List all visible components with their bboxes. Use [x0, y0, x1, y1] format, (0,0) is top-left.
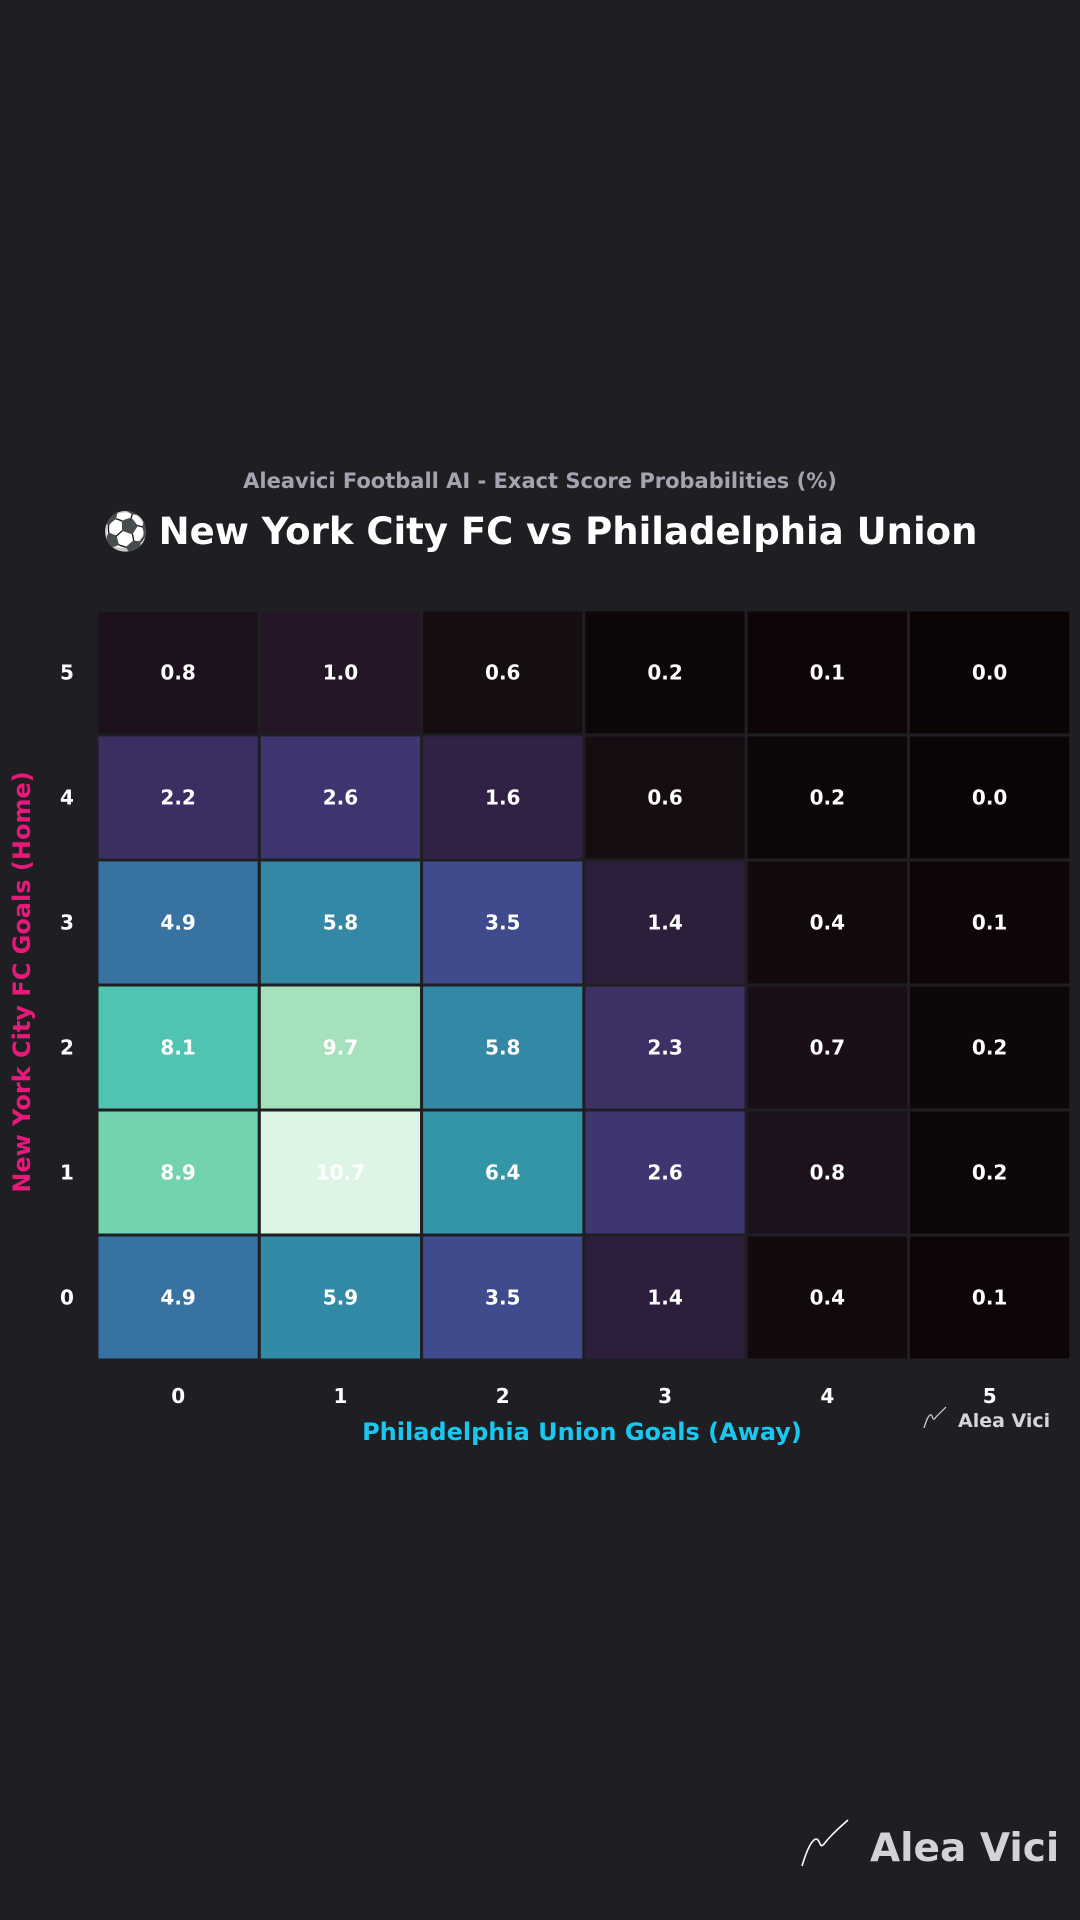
- heatmap-cell: [907, 858, 1073, 987]
- heatmap-cell: [907, 608, 1073, 737]
- cell-value-label: 4.9: [160, 1286, 195, 1310]
- heatmap-cell: [95, 858, 261, 987]
- cell-value-label: 1.0: [323, 661, 358, 685]
- heatmap-cell: [420, 1233, 586, 1362]
- cell-value-label: 0.1: [972, 911, 1007, 935]
- y-tick-label: 3: [60, 911, 74, 935]
- cell-value-label: 0.2: [972, 1161, 1007, 1185]
- heatmap-cell: [95, 983, 261, 1112]
- cell-value-label: 0.4: [810, 1286, 845, 1310]
- cell-value-label: 0.1: [810, 661, 845, 685]
- cell-value-label: 1.4: [647, 1286, 682, 1310]
- chart-title: ⚽ New York City FC vs Philadelphia Union: [0, 510, 1080, 554]
- cell-value-label: 10.7: [316, 1161, 365, 1185]
- heatmap-cell: [420, 1108, 586, 1237]
- y-tick-label: 4: [60, 786, 74, 810]
- heatmap-cell: [744, 733, 911, 862]
- heatmap-cell: [907, 1233, 1073, 1362]
- cell-value-label: 8.9: [160, 1161, 195, 1185]
- x-tick-label: 1: [333, 1384, 347, 1408]
- x-tick-label: 2: [496, 1384, 510, 1408]
- heatmap-cell: [95, 1108, 261, 1237]
- cell-value-label: 4.9: [160, 911, 195, 935]
- cell-value-label: 0.7: [810, 1036, 845, 1060]
- x-tick-label: 4: [820, 1384, 834, 1408]
- cell-value-label: 0.0: [972, 661, 1007, 685]
- cell-value-label: 6.4: [485, 1161, 520, 1185]
- watermark-small: Alea Vici: [922, 1406, 1050, 1435]
- watermark-logo-label: Alea Vici: [870, 1825, 1060, 1871]
- cell-value-label: 0.0: [972, 786, 1007, 810]
- cell-value-label: 2.2: [160, 786, 195, 810]
- y-tick-label: 0: [60, 1286, 74, 1310]
- heatmap-cell: [420, 983, 586, 1112]
- cell-value-label: 8.1: [160, 1036, 195, 1060]
- heatmap-cell: [582, 858, 748, 987]
- cell-value-label: 0.6: [485, 661, 520, 685]
- heatmap-cell: [582, 1108, 748, 1237]
- cell-value-label: 2.3: [647, 1036, 682, 1060]
- x-tick-label: 5: [983, 1384, 997, 1408]
- heatmap-cell: [907, 733, 1073, 862]
- y-tick-label: 1: [60, 1161, 74, 1185]
- y-axis-label: New York City FC Goals (Home): [8, 771, 36, 1193]
- watermark-small-label: Alea Vici: [958, 1409, 1051, 1432]
- heatmap-cell: [744, 858, 911, 987]
- cell-value-label: 2.6: [323, 786, 358, 810]
- heatmap-cell: [257, 1108, 424, 1237]
- heatmap-cell: [582, 983, 748, 1112]
- cell-value-label: 0.2: [972, 1036, 1007, 1060]
- cell-value-label: 0.4: [810, 911, 845, 935]
- cell-value-label: 1.6: [485, 786, 520, 810]
- cell-value-label: 0.2: [647, 661, 682, 685]
- heatmap-cell: [420, 733, 586, 862]
- heatmap-cell: [907, 1108, 1073, 1237]
- cell-value-label: 3.5: [485, 1286, 520, 1310]
- cell-value-label: 9.7: [323, 1036, 358, 1060]
- cell-value-label: 0.1: [972, 1286, 1007, 1310]
- cell-value-label: 5.9: [323, 1286, 358, 1310]
- cell-value-label: 5.8: [485, 1036, 520, 1060]
- chart-title-text: New York City FC vs Philadelphia Union: [158, 510, 978, 553]
- heatmap-cell: [257, 733, 424, 862]
- y-tick-label: 5: [60, 661, 74, 685]
- watermark-logo: Alea Vici: [800, 1818, 1059, 1878]
- heatmap-cell: [907, 983, 1073, 1112]
- signature-icon: [800, 1818, 852, 1878]
- cell-value-label: 0.8: [160, 661, 195, 685]
- cell-value-label: 5.8: [323, 911, 358, 935]
- cell-value-label: 2.6: [647, 1161, 682, 1185]
- cell-value-label: 3.5: [485, 911, 520, 935]
- x-axis-label: Philadelphia Union Goals (Away): [362, 1418, 802, 1446]
- heatmap-cell: [257, 1233, 424, 1362]
- cell-value-label: 0.6: [647, 786, 682, 810]
- chart-subtitle: Aleavici Football AI - Exact Score Proba…: [243, 469, 837, 493]
- cell-value-label: 0.2: [810, 786, 845, 810]
- signature-icon: [922, 1406, 948, 1435]
- heatmap-cell: [582, 1233, 748, 1362]
- x-tick-label: 0: [171, 1384, 185, 1408]
- y-tick-label: 2: [60, 1036, 74, 1060]
- heatmap-cell: [420, 858, 586, 987]
- cell-value-label: 1.4: [647, 911, 682, 935]
- cell-value-label: 0.8: [810, 1161, 845, 1185]
- heatmap-cell: [95, 733, 261, 862]
- soccer-ball-icon: ⚽: [102, 510, 149, 553]
- x-tick-label: 3: [658, 1384, 672, 1408]
